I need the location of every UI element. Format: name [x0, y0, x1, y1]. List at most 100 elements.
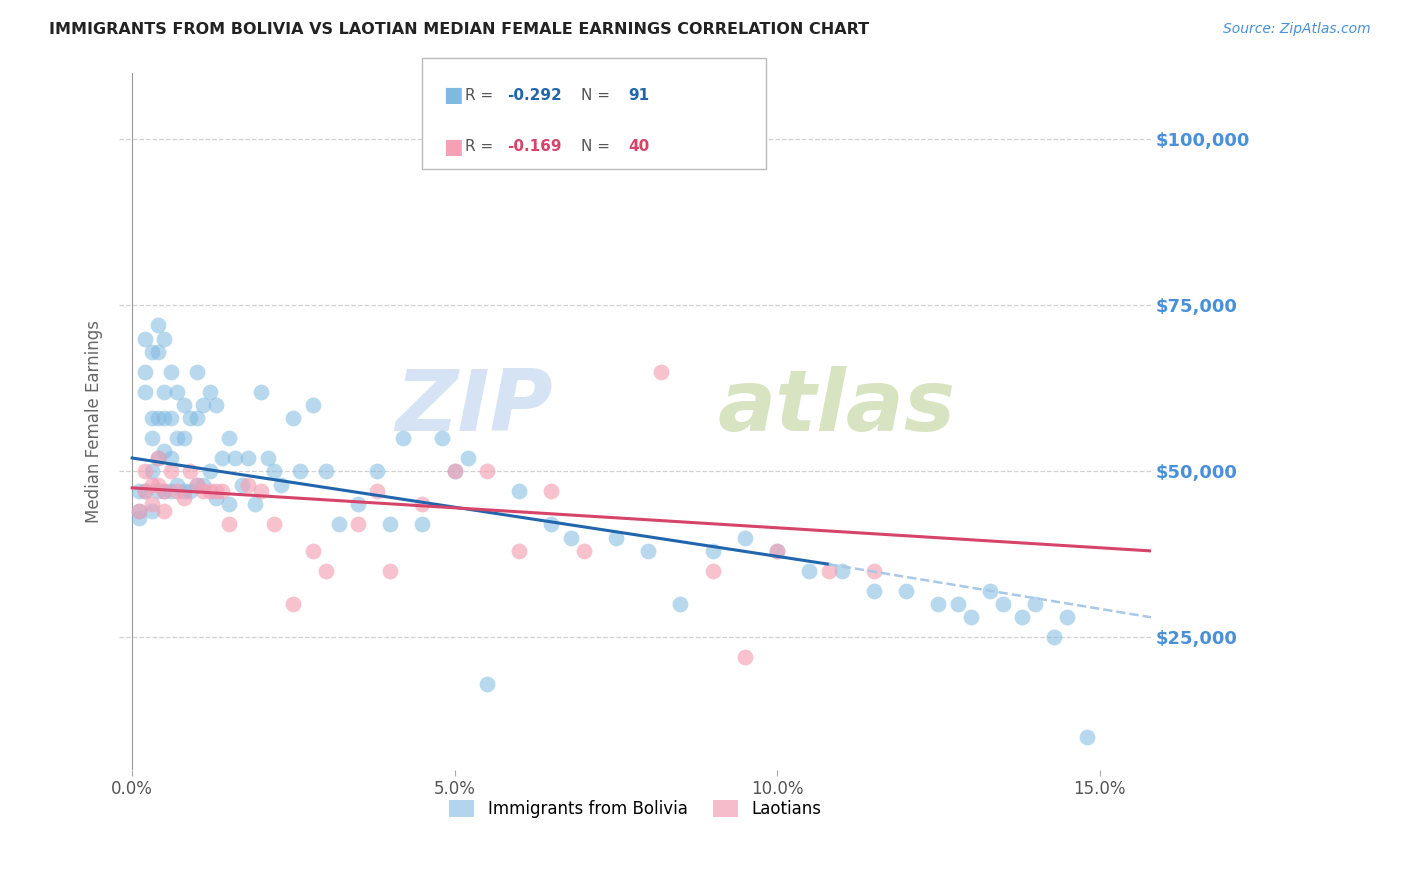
Point	[141, 498, 163, 512]
Point	[146, 477, 169, 491]
Point	[457, 450, 479, 465]
Point	[927, 597, 949, 611]
Point	[134, 331, 156, 345]
Point	[366, 484, 388, 499]
Point	[198, 464, 221, 478]
Point	[991, 597, 1014, 611]
Point	[134, 484, 156, 499]
Point	[153, 331, 176, 345]
Point	[863, 583, 886, 598]
Point	[411, 517, 433, 532]
Point	[186, 365, 208, 379]
Point	[198, 384, 221, 399]
Point	[134, 384, 156, 399]
Point	[166, 484, 188, 499]
Point	[146, 450, 169, 465]
Point	[347, 498, 370, 512]
Point	[141, 504, 163, 518]
Point	[146, 484, 169, 499]
Point	[430, 431, 453, 445]
Point	[540, 484, 562, 499]
Text: N =: N =	[581, 139, 614, 154]
Point	[205, 398, 228, 412]
Point	[173, 398, 195, 412]
Point	[1043, 630, 1066, 644]
Point	[179, 484, 201, 499]
Point	[146, 450, 169, 465]
Point	[1076, 730, 1098, 744]
Point	[347, 517, 370, 532]
Point	[231, 477, 253, 491]
Point	[198, 484, 221, 499]
Point	[301, 544, 323, 558]
Point	[179, 464, 201, 478]
Point	[572, 544, 595, 558]
Text: -0.292: -0.292	[508, 87, 562, 103]
Point	[153, 411, 176, 425]
Point	[211, 484, 233, 499]
Point	[160, 450, 183, 465]
Point	[134, 484, 156, 499]
Point	[863, 564, 886, 578]
Point	[263, 517, 285, 532]
Point	[959, 610, 981, 624]
Point	[315, 564, 337, 578]
Point	[250, 484, 273, 499]
Point	[443, 464, 465, 478]
Point	[650, 365, 672, 379]
Point	[218, 498, 240, 512]
Point	[128, 510, 150, 524]
Point	[669, 597, 692, 611]
Text: R =: R =	[465, 87, 499, 103]
Point	[301, 398, 323, 412]
Point	[141, 477, 163, 491]
Point	[702, 564, 724, 578]
Point	[153, 444, 176, 458]
Point	[191, 398, 214, 412]
Text: 40: 40	[628, 139, 650, 154]
Text: -0.169: -0.169	[508, 139, 562, 154]
Point	[270, 477, 292, 491]
Point	[166, 384, 188, 399]
Point	[378, 564, 401, 578]
Point	[250, 384, 273, 399]
Point	[243, 498, 266, 512]
Text: ■: ■	[443, 136, 463, 157]
Point	[205, 491, 228, 505]
Text: R =: R =	[465, 139, 499, 154]
Point	[238, 477, 260, 491]
Point	[153, 504, 176, 518]
Point	[173, 484, 195, 499]
Point	[153, 484, 176, 499]
Point	[894, 583, 917, 598]
Point	[766, 544, 789, 558]
Point	[1024, 597, 1046, 611]
Point	[734, 531, 756, 545]
Point	[702, 544, 724, 558]
Point	[263, 464, 285, 478]
Text: ZIP: ZIP	[395, 366, 553, 449]
Point	[1011, 610, 1033, 624]
Point	[475, 464, 498, 478]
Point	[224, 450, 246, 465]
Point	[392, 431, 415, 445]
Point	[766, 544, 789, 558]
Point	[173, 491, 195, 505]
Point	[141, 431, 163, 445]
Point	[288, 464, 311, 478]
Point	[211, 450, 233, 465]
Point	[443, 464, 465, 478]
Point	[283, 597, 305, 611]
Point	[378, 517, 401, 532]
Point	[831, 564, 853, 578]
Point	[605, 531, 627, 545]
Point	[238, 450, 260, 465]
Text: Source: ZipAtlas.com: Source: ZipAtlas.com	[1223, 22, 1371, 37]
Y-axis label: Median Female Earnings: Median Female Earnings	[86, 320, 103, 523]
Point	[134, 464, 156, 478]
Legend: Immigrants from Bolivia, Laotians: Immigrants from Bolivia, Laotians	[443, 793, 828, 824]
Text: N =: N =	[581, 87, 614, 103]
Text: IMMIGRANTS FROM BOLIVIA VS LAOTIAN MEDIAN FEMALE EARNINGS CORRELATION CHART: IMMIGRANTS FROM BOLIVIA VS LAOTIAN MEDIA…	[49, 22, 869, 37]
Point	[411, 498, 433, 512]
Text: ■: ■	[443, 86, 463, 105]
